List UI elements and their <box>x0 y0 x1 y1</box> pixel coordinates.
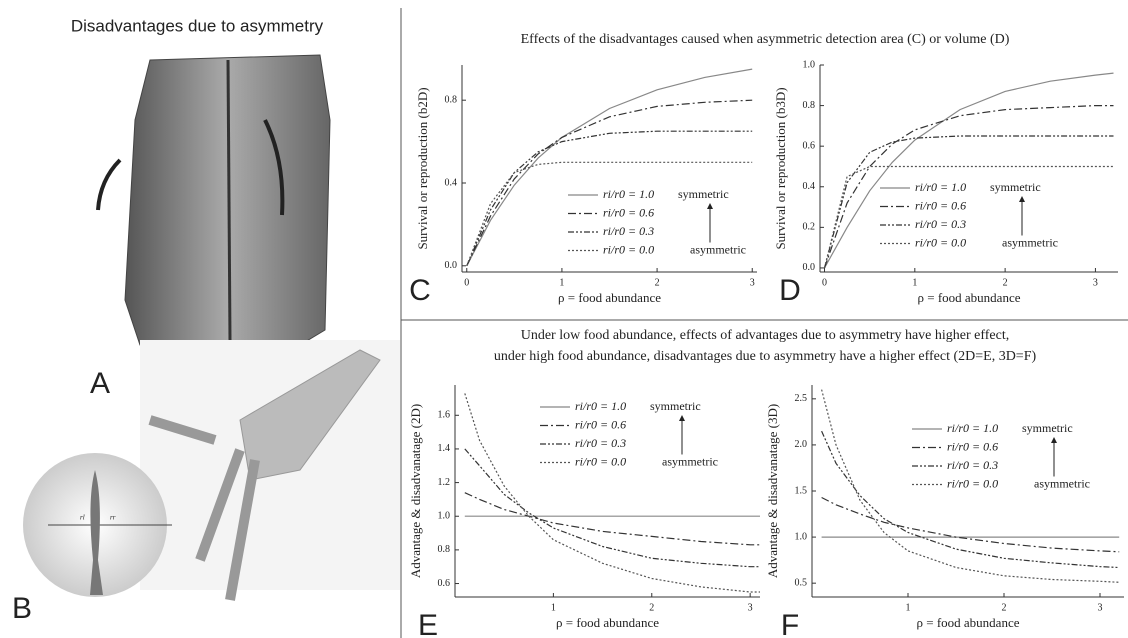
x-tick-label: 2 <box>1002 602 1007 613</box>
legend-label: ri/r0 = 0.0 <box>947 476 998 490</box>
annotation: symmetric <box>650 399 701 413</box>
series-line <box>821 389 1120 583</box>
arrow-head <box>1051 437 1057 443</box>
x-tick-label: 2 <box>1003 277 1008 288</box>
legend-label: ri/r0 = 0.6 <box>575 417 626 431</box>
x-axis-label: ρ = food abundance <box>556 615 659 630</box>
legend-label: ri/r0 = 0.3 <box>947 458 998 472</box>
legend-label: ri/r0 = 1.0 <box>603 187 654 201</box>
x-tick-label: 1 <box>906 602 911 613</box>
y-tick-label: 0.8 <box>445 94 458 105</box>
legend-label: ri/r0 = 0.0 <box>575 454 626 468</box>
series-line <box>823 105 1114 269</box>
y-tick-label: 1.6 <box>438 410 451 421</box>
y-axis-label: Survival or reproduction (b2D) <box>415 87 430 249</box>
y-axis-label: Advantage & disadvanatage (2D) <box>408 404 423 578</box>
series-line <box>466 130 753 267</box>
legend-label: ri/r0 = 0.6 <box>915 198 966 212</box>
y-tick-label: 1.0 <box>803 59 816 70</box>
y-tick-label: 0.4 <box>445 177 458 188</box>
legend-label: ri/r0 = 0.6 <box>947 439 998 453</box>
x-tick-label: 2 <box>655 277 660 288</box>
y-tick-label: 0.5 <box>795 577 808 588</box>
y-tick-label: 0.8 <box>438 544 451 555</box>
y-tick-label: 0.4 <box>803 181 816 192</box>
series-line <box>821 496 1120 553</box>
panel-label: E <box>418 609 438 638</box>
y-axis-label: Advantage & disadvanatage (3D) <box>765 404 780 578</box>
x-tick-label: 2 <box>649 602 654 613</box>
annotation: symmetric <box>678 187 729 201</box>
heading: Effects of the disadvantages caused when… <box>521 32 1010 47</box>
heading: under high food abundance, disadvantages… <box>494 349 1037 364</box>
panel-label: A <box>90 367 110 400</box>
panel-label: D <box>779 274 801 307</box>
legend-label: ri/r0 = 0.0 <box>915 235 966 249</box>
x-tick-label: 1 <box>912 277 917 288</box>
heading: Under low food abundance, effects of adv… <box>521 328 1010 343</box>
y-tick-label: 2.0 <box>795 439 808 450</box>
series-line <box>823 165 1114 269</box>
arrow-head <box>679 415 685 421</box>
legend-label: ri/r0 = 0.3 <box>915 217 966 231</box>
radius-label: rr <box>110 514 116 522</box>
y-tick-label: 0.0 <box>803 262 816 273</box>
series-line <box>466 99 753 267</box>
panel-label: C <box>409 274 431 307</box>
x-axis-label: ρ = food abundance <box>917 615 1020 630</box>
annotation: symmetric <box>990 180 1041 194</box>
y-tick-label: 0.0 <box>445 260 458 271</box>
x-tick-label: 0 <box>464 277 469 288</box>
series-line <box>464 393 760 593</box>
y-tick-label: 1.4 <box>438 443 451 454</box>
y-tick-label: 1.2 <box>438 477 451 488</box>
y-tick-label: 1.0 <box>438 511 451 522</box>
legend-label: ri/r0 = 0.3 <box>575 436 626 450</box>
image-b <box>23 340 400 601</box>
x-tick-label: 3 <box>748 602 753 613</box>
series-line <box>821 430 1120 569</box>
x-tick-label: 0 <box>822 277 827 288</box>
legend-label: ri/r0 = 1.0 <box>915 180 966 194</box>
image-a <box>96 54 331 346</box>
panel-label: B <box>12 592 32 625</box>
annotation: asymmetric <box>1002 235 1058 249</box>
y-tick-label: 0.8 <box>803 100 816 111</box>
x-tick-label: 3 <box>750 277 755 288</box>
y-tick-label: 0.2 <box>803 222 816 233</box>
panel-label: F <box>781 609 799 638</box>
legend-label: ri/r0 = 1.0 <box>947 421 998 435</box>
x-axis-label: ρ = food abundance <box>918 290 1021 305</box>
series-line <box>823 72 1114 269</box>
legend-label: ri/r0 = 0.3 <box>603 224 654 238</box>
x-tick-label: 3 <box>1093 277 1098 288</box>
y-tick-label: 1.0 <box>795 531 808 542</box>
radius-label: rl <box>80 514 85 522</box>
y-axis-label: Survival or reproduction (b3D) <box>773 87 788 249</box>
x-tick-label: 1 <box>551 602 556 613</box>
series-line <box>464 492 760 546</box>
annotation: asymmetric <box>1034 476 1090 490</box>
y-tick-label: 0.6 <box>438 578 451 589</box>
left-title: Disadvantages due to asymmetry <box>71 16 324 35</box>
x-tick-label: 1 <box>559 277 564 288</box>
y-tick-label: 1.5 <box>795 485 808 496</box>
arrow-head <box>1019 196 1025 202</box>
x-tick-label: 3 <box>1098 602 1103 613</box>
arrow-head <box>707 203 713 209</box>
annotation: asymmetric <box>690 242 746 256</box>
legend-label: ri/r0 = 0.6 <box>603 205 654 219</box>
legend-label: ri/r0 = 1.0 <box>575 399 626 413</box>
series-line <box>466 161 753 267</box>
legend-label: ri/r0 = 0.0 <box>603 242 654 256</box>
annotation: symmetric <box>1022 421 1073 435</box>
x-axis-label: ρ = food abundance <box>558 290 661 305</box>
series-line <box>823 135 1114 269</box>
y-tick-label: 2.5 <box>795 393 808 404</box>
series-line <box>464 448 760 568</box>
y-tick-label: 0.6 <box>803 140 816 151</box>
annotation: asymmetric <box>662 454 718 468</box>
